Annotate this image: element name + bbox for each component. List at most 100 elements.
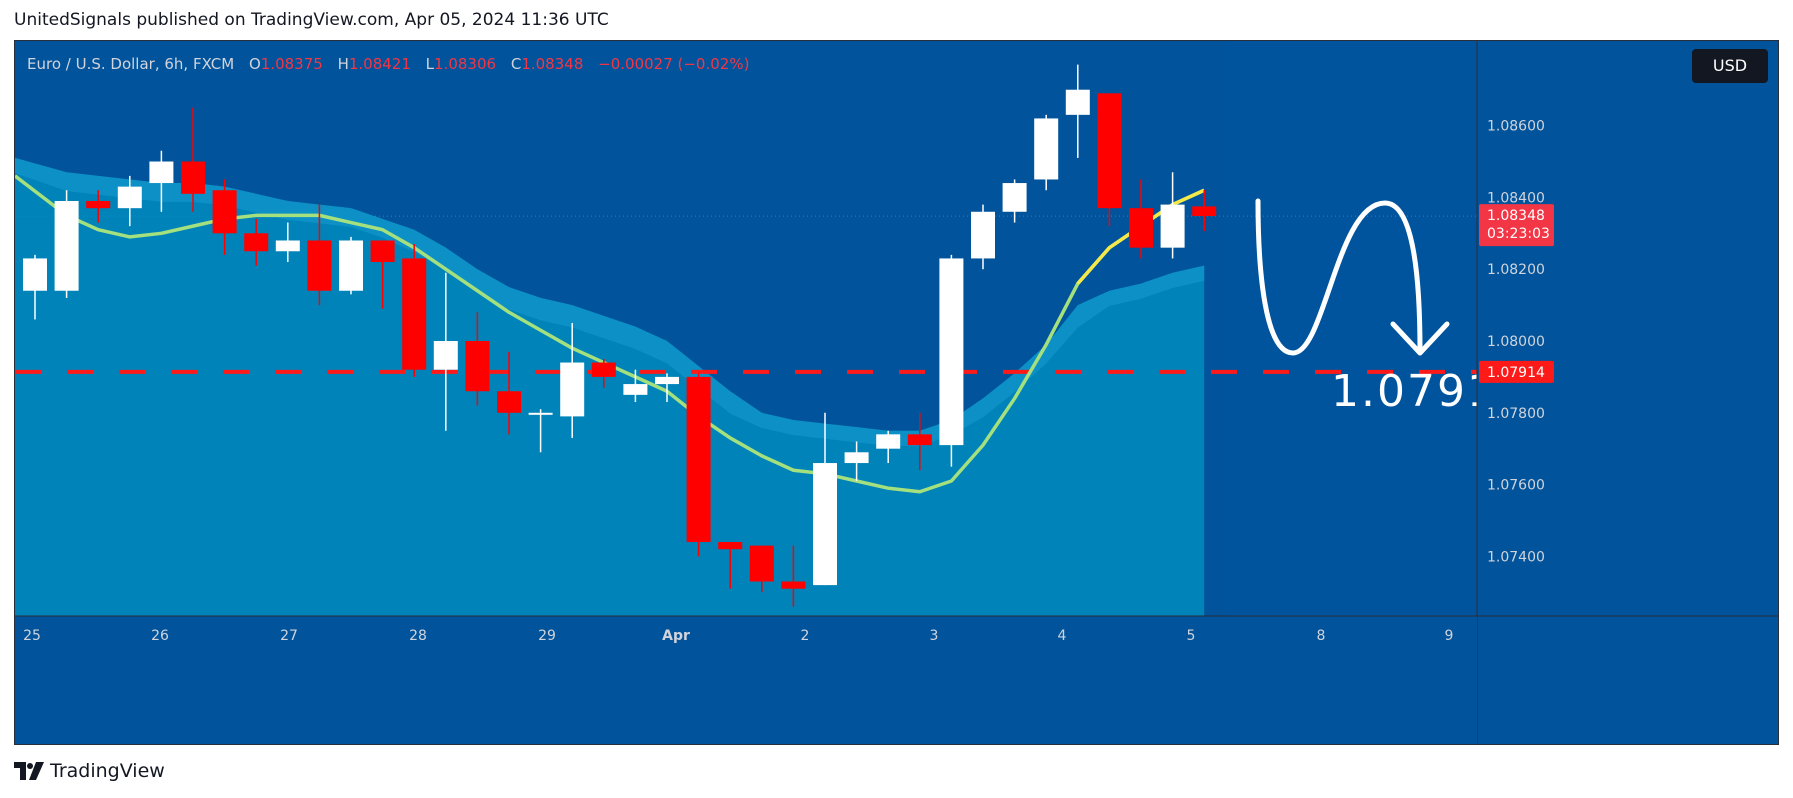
candle (749, 545, 774, 593)
candle (23, 254, 47, 320)
price-tick-label: 1.08200 (1487, 262, 1545, 278)
candle-body (1192, 206, 1217, 217)
candle-body (623, 384, 648, 395)
candle (623, 369, 648, 403)
high-value: 1.08421 (348, 55, 411, 73)
current-price-label: 1.08348 (1487, 208, 1545, 224)
candle (813, 412, 837, 586)
candle-body (1097, 93, 1122, 209)
candlestick-chart[interactable]: 1.0791 1.08600 1.08400 1.08200 1.08000 1.0780… (15, 41, 1779, 745)
candle (54, 190, 79, 298)
candle (181, 107, 205, 212)
candle-body (591, 362, 616, 377)
candle-body (686, 376, 711, 543)
candle-body (149, 161, 174, 184)
time-tick-label: 26 (151, 628, 169, 644)
candle (781, 545, 806, 607)
candle (117, 175, 142, 227)
candle (1002, 179, 1027, 223)
candle-body (781, 581, 806, 589)
candle (1160, 172, 1185, 259)
time-tick-label: 9 (1445, 628, 1454, 644)
open-key: O (248, 55, 261, 73)
candle (1034, 114, 1059, 191)
price-tick-label: 1.08600 (1487, 119, 1545, 135)
time-tick-label: Apr (662, 628, 690, 644)
candle (655, 373, 679, 403)
candle (560, 323, 585, 438)
candle-body (307, 240, 332, 291)
price-tick-label: 1.08000 (1487, 334, 1545, 350)
price-tick-label: 1.07400 (1487, 549, 1545, 565)
candle-body (244, 233, 269, 252)
tradingview-brand[interactable]: TradingView (14, 760, 165, 782)
candle-body (813, 463, 837, 586)
time-tick-label: 8 (1317, 628, 1326, 644)
candle (433, 272, 458, 431)
candle (1065, 64, 1090, 158)
candle-body (212, 190, 237, 234)
candle-body (86, 201, 111, 209)
candle-body (1160, 204, 1185, 248)
candle (718, 542, 743, 589)
candle-body (433, 341, 458, 370)
low-value: 1.08306 (434, 55, 497, 73)
candle-body (23, 258, 47, 291)
candle-body (117, 186, 142, 209)
symbol-label[interactable]: Euro / U.S. Dollar, 6h, FXCM (27, 55, 235, 73)
candle (939, 254, 964, 467)
time-tick-label: 28 (409, 628, 427, 644)
candle (1097, 93, 1122, 227)
countdown-label: 03:23:03 (1487, 226, 1550, 242)
candle (1129, 179, 1153, 259)
price-tick-label: 1.07800 (1487, 406, 1545, 422)
candle (370, 240, 395, 309)
candle (528, 409, 553, 453)
candle-body (402, 258, 427, 370)
brand-label: TradingView (50, 760, 165, 782)
candle-body (907, 434, 932, 446)
candle-body (971, 211, 995, 259)
candle-body (1034, 118, 1059, 180)
time-tick-label: 5 (1187, 628, 1196, 644)
chart-frame[interactable]: 1.0791 1.08600 1.08400 1.08200 1.08000 1.0780… (14, 40, 1779, 745)
time-tick-label: 3 (930, 628, 939, 644)
candle (971, 204, 995, 270)
candle-body (718, 542, 743, 550)
candle-body (339, 240, 363, 291)
price-axis (1477, 41, 1778, 744)
price-tick-label: 1.08400 (1487, 190, 1545, 206)
target-price-annotation: 1.0791 (1331, 366, 1497, 417)
candle (149, 150, 174, 212)
candle (244, 218, 269, 266)
candle (591, 358, 616, 388)
currency-button[interactable]: USD (1692, 49, 1768, 83)
support-price-tag (1479, 360, 1554, 383)
close-key: C (510, 55, 522, 73)
publisher-line: UnitedSignals published on TradingView.c… (14, 10, 609, 30)
candle (907, 412, 932, 471)
candle (212, 179, 237, 255)
candle-body (275, 240, 300, 252)
candle-body (876, 434, 901, 449)
candle (876, 430, 901, 464)
candle-body (528, 412, 553, 415)
time-axis (15, 616, 1477, 744)
candle-body (1129, 208, 1153, 248)
ohlc-legend: Euro / U.S. Dollar, 6h, FXCM O1.08375 H1… (27, 55, 749, 73)
support-price-label: 1.07914 (1487, 365, 1545, 381)
candle-body (1065, 89, 1090, 115)
open-value: 1.08375 (260, 55, 323, 73)
forecast-arrowhead (1390, 321, 1450, 356)
candle-body (844, 452, 869, 464)
candle (275, 222, 300, 263)
candle-body (939, 258, 964, 446)
candle-body (370, 240, 395, 263)
forecast-region (1225, 41, 1477, 616)
candle (307, 204, 332, 306)
candle-body (54, 201, 79, 291)
forecast-arrow-path (1255, 198, 1423, 356)
candle-body (655, 376, 679, 385)
candle (686, 373, 711, 557)
low-key: L (425, 55, 435, 73)
